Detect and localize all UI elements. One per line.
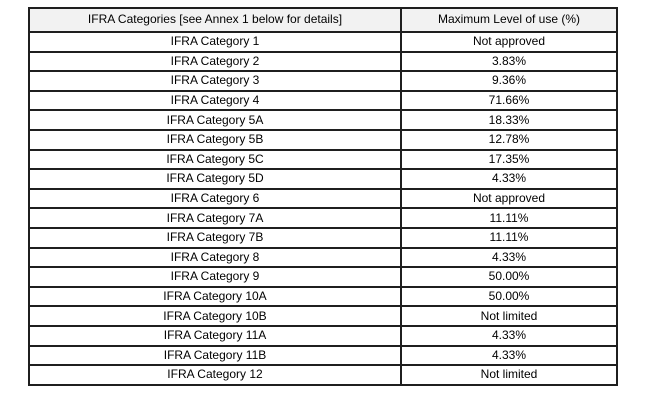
ifra-categories-table: IFRA Categories [see Annex 1 below for d… — [28, 7, 618, 386]
max-level-cell: 50.00% — [400, 266, 618, 288]
category-cell: IFRA Category 9 — [28, 266, 402, 288]
category-cell: IFRA Category 10A — [28, 285, 402, 308]
category-cell: IFRA Category 1 — [28, 31, 402, 53]
category-cell: IFRA Category 10B — [28, 305, 402, 327]
max-level-cell: 3.83% — [400, 50, 618, 73]
table-row: IFRA Category 5D 4.33% — [28, 168, 618, 190]
max-level-cell: 4.33% — [400, 344, 618, 367]
table-row: IFRA Category 8 4.33% — [28, 246, 618, 269]
max-level-cell: 12.78% — [400, 128, 618, 151]
header-row: IFRA Categories [see Annex 1 below for d… — [28, 7, 618, 33]
category-cell: IFRA Category 5D — [28, 168, 402, 190]
header-cell-max-level: Maximum Level of use (%) — [400, 7, 618, 33]
category-cell: IFRA Category 2 — [28, 50, 402, 73]
max-level-cell: 4.33% — [400, 168, 618, 190]
category-cell: IFRA Category 5A — [28, 109, 402, 131]
table-row: IFRA Category 7B 11.11% — [28, 226, 618, 249]
category-cell: IFRA Category 7B — [28, 226, 402, 249]
max-level-cell: 11.11% — [400, 207, 618, 229]
table-row: IFRA Category 7A 11.11% — [28, 207, 618, 229]
max-level-cell: Not approved — [400, 31, 618, 53]
table-row: IFRA Category 9 50.00% — [28, 266, 618, 288]
max-level-cell: Not limited — [400, 364, 618, 386]
category-cell: IFRA Category 11A — [28, 324, 402, 347]
max-level-cell: 9.36% — [400, 70, 618, 92]
table-row: IFRA Category 6 Not approved — [28, 187, 618, 210]
category-cell: IFRA Category 5C — [28, 148, 402, 171]
table-body: IFRA Category 1 Not approved IFRA Catego… — [28, 31, 618, 386]
table-row: IFRA Category 1 Not approved — [28, 31, 618, 53]
table-row: IFRA Category 10A 50.00% — [28, 285, 618, 308]
category-cell: IFRA Category 5B — [28, 128, 402, 151]
max-level-cell: 50.00% — [400, 285, 618, 308]
max-level-cell: 17.35% — [400, 148, 618, 171]
table-row: IFRA Category 3 9.36% — [28, 70, 618, 92]
category-cell: IFRA Category 6 — [28, 187, 402, 210]
max-level-cell: 11.11% — [400, 226, 618, 249]
max-level-cell: 4.33% — [400, 246, 618, 269]
max-level-cell: 4.33% — [400, 324, 618, 347]
max-level-cell: Not limited — [400, 305, 618, 327]
table-row: IFRA Category 11A 4.33% — [28, 324, 618, 347]
category-cell: IFRA Category 8 — [28, 246, 402, 269]
table-row: IFRA Category 5C 17.35% — [28, 148, 618, 171]
category-cell: IFRA Category 4 — [28, 89, 402, 112]
category-cell: IFRA Category 12 — [28, 364, 402, 386]
table-row: IFRA Category 5B 12.78% — [28, 128, 618, 151]
table-row: IFRA Category 4 71.66% — [28, 89, 618, 112]
table-row: IFRA Category 2 3.83% — [28, 50, 618, 73]
max-level-cell: 18.33% — [400, 109, 618, 131]
max-level-cell: 71.66% — [400, 89, 618, 112]
category-cell: IFRA Category 7A — [28, 207, 402, 229]
table-row: IFRA Category 12 Not limited — [28, 364, 618, 386]
header-cell-categories: IFRA Categories [see Annex 1 below for d… — [28, 7, 402, 33]
table-row: IFRA Category 10B Not limited — [28, 305, 618, 327]
table-row: IFRA Category 5A 18.33% — [28, 109, 618, 131]
max-level-cell: Not approved — [400, 187, 618, 210]
table-header: IFRA Categories [see Annex 1 below for d… — [28, 7, 618, 33]
table-row: IFRA Category 11B 4.33% — [28, 344, 618, 367]
category-cell: IFRA Category 3 — [28, 70, 402, 92]
category-cell: IFRA Category 11B — [28, 344, 402, 367]
